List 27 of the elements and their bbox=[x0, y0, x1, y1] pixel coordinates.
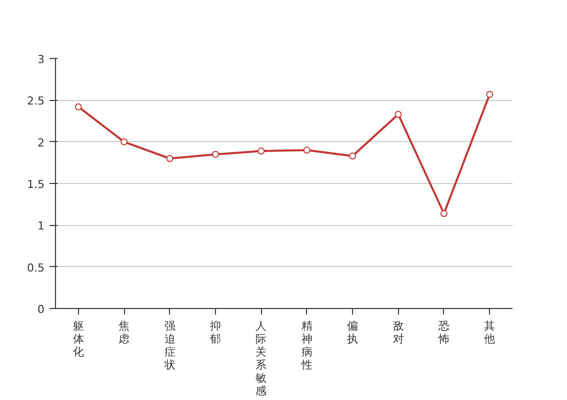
point bbox=[303, 146, 310, 154]
x-tick-label: 抑郁 bbox=[210, 320, 221, 346]
x-tick-label: 焦虑 bbox=[118, 320, 130, 346]
point bbox=[440, 210, 448, 217]
y-tick-label: 1 bbox=[38, 220, 44, 233]
y-tick-label: 3 bbox=[38, 53, 44, 66]
point bbox=[258, 148, 265, 154]
x-tick-label: 恐怖 bbox=[437, 320, 450, 346]
x-tick-label: 躯体化 bbox=[72, 320, 84, 358]
y-tick-label: 1.5 bbox=[27, 178, 45, 191]
x-tick-label: 偏执 bbox=[347, 320, 358, 346]
x-tick-label: 其他 bbox=[484, 320, 496, 346]
x-tick-label: 强迫症状 bbox=[163, 320, 176, 372]
point bbox=[349, 152, 356, 160]
point bbox=[74, 103, 82, 110]
point bbox=[212, 150, 219, 158]
x-tick-label: 精神病性 bbox=[300, 320, 312, 372]
y-tick-label: 0.5 bbox=[27, 261, 45, 274]
point bbox=[166, 155, 174, 162]
point bbox=[120, 138, 128, 146]
x-tick-label: 敌对 bbox=[392, 320, 404, 346]
y-tick-label: 0 bbox=[38, 303, 44, 316]
x-tick-label: 人际关系敏感 bbox=[256, 320, 267, 398]
y-tick-label: 2.5 bbox=[27, 94, 45, 108]
y-tick-label: 2 bbox=[38, 136, 44, 150]
point bbox=[394, 110, 402, 118]
point bbox=[486, 90, 494, 98]
